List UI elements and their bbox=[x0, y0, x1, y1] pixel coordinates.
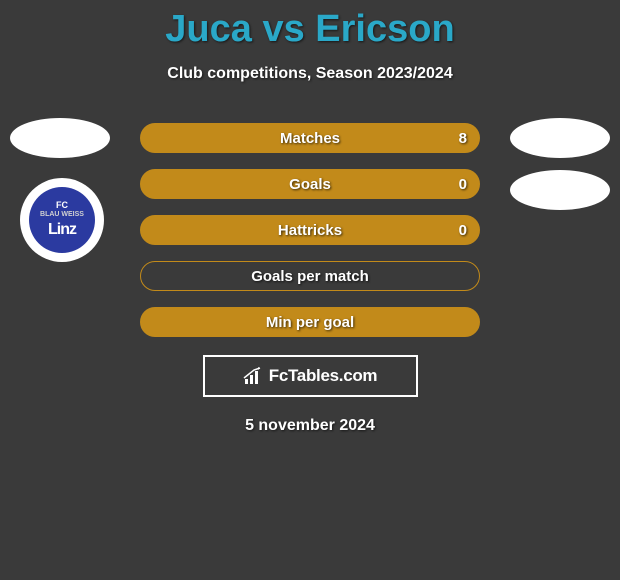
club-badge: FC BLAU WEISS Linz bbox=[20, 178, 104, 262]
stat-label: Matches bbox=[280, 130, 340, 147]
brand-box[interactable]: FcTables.com bbox=[203, 355, 418, 397]
brand-text: FcTables.com bbox=[269, 366, 378, 386]
badge-line1: FC bbox=[56, 201, 68, 211]
badge-line3: Linz bbox=[48, 221, 76, 239]
stat-value-right: 8 bbox=[459, 130, 467, 147]
stat-row-goals: Goals 0 bbox=[140, 169, 480, 199]
stat-row-matches: Matches 8 bbox=[140, 123, 480, 153]
player-avatar-right-2 bbox=[510, 170, 610, 210]
subtitle: Club competitions, Season 2023/2024 bbox=[0, 65, 620, 83]
stat-value-right: 0 bbox=[459, 222, 467, 239]
stat-row-min-per-goal: Min per goal bbox=[140, 307, 480, 337]
stat-value-right: 0 bbox=[459, 176, 467, 193]
stat-label: Goals bbox=[289, 176, 331, 193]
stat-label: Min per goal bbox=[266, 314, 354, 331]
stat-label: Goals per match bbox=[251, 268, 369, 285]
chart-icon bbox=[243, 367, 265, 385]
badge-line2: BLAU WEISS bbox=[40, 211, 84, 219]
player-avatar-left bbox=[10, 118, 110, 158]
stat-label: Hattricks bbox=[278, 222, 342, 239]
page-title: Juca vs Ericson bbox=[0, 0, 620, 51]
stats-container: Matches 8 Goals 0 Hattricks 0 Goals per … bbox=[140, 123, 480, 337]
date-label: 5 november 2024 bbox=[0, 417, 620, 435]
player-avatar-right-1 bbox=[510, 118, 610, 158]
club-badge-inner: FC BLAU WEISS Linz bbox=[29, 187, 95, 253]
stat-row-hattricks: Hattricks 0 bbox=[140, 215, 480, 245]
stat-row-goals-per-match: Goals per match bbox=[140, 261, 480, 291]
